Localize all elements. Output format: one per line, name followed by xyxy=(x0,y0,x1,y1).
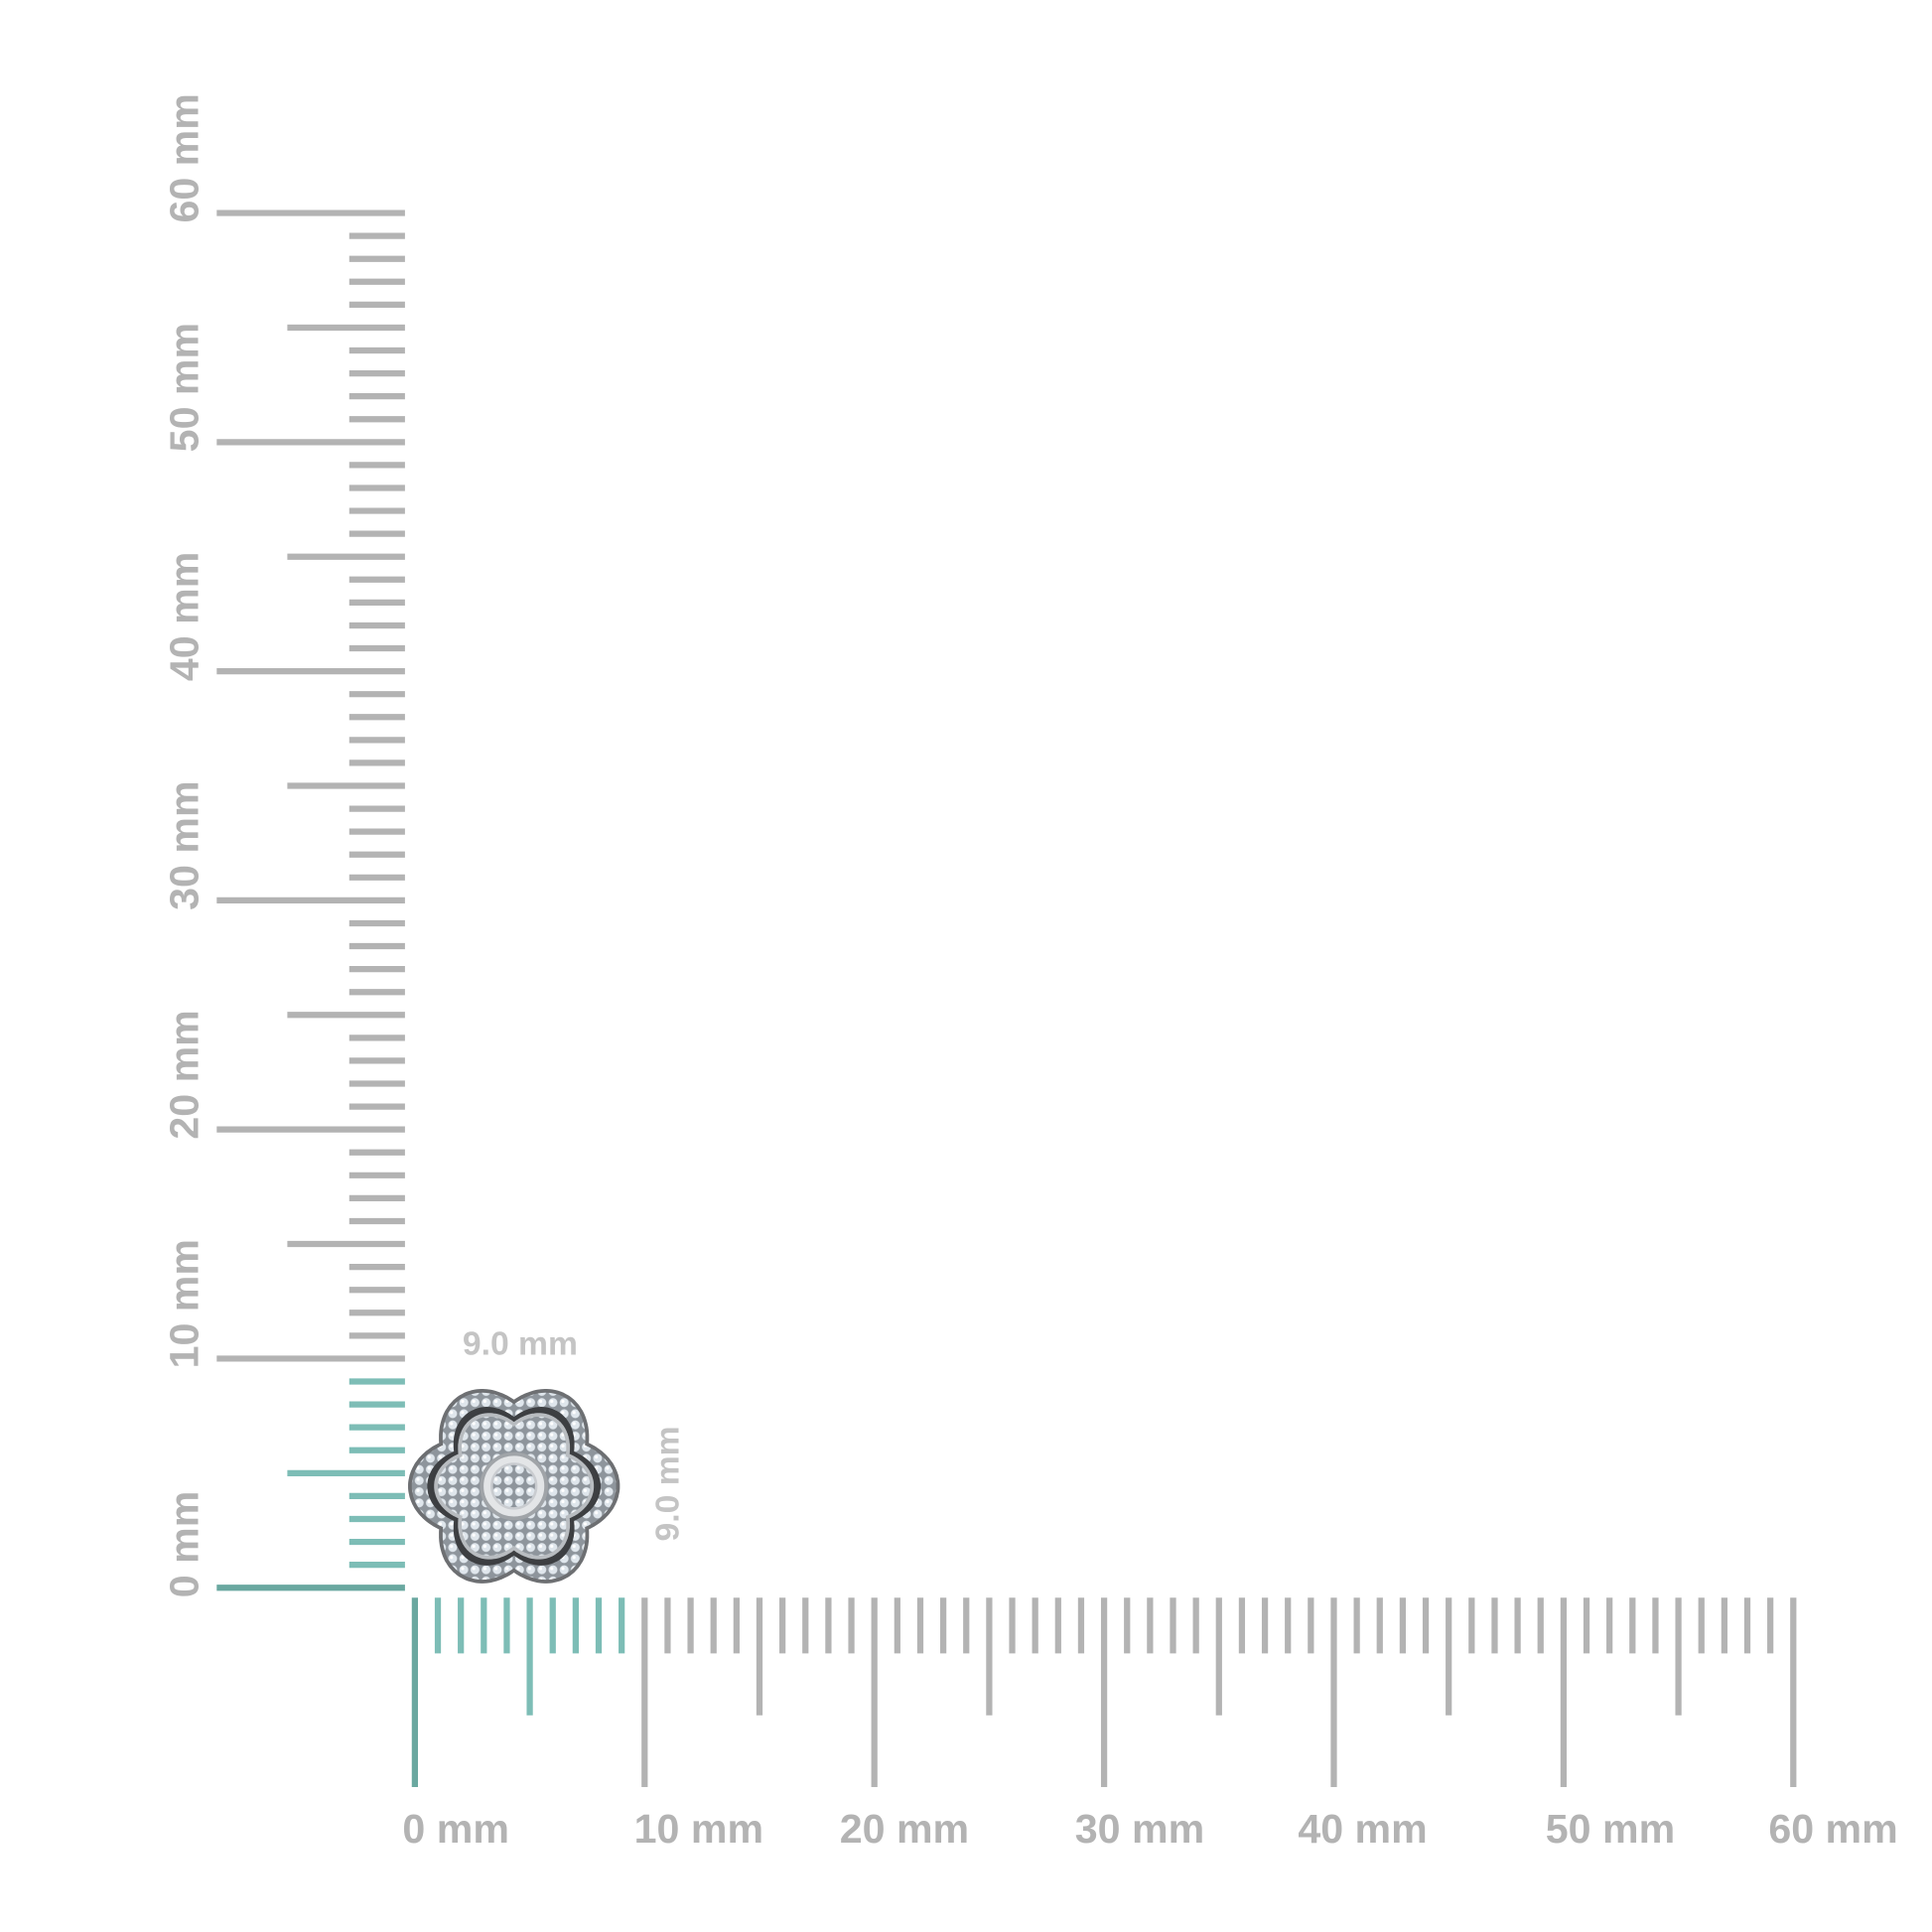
width-dimension-label: 9.0 mm xyxy=(463,1326,578,1363)
vertical-tick-label: 20 mm xyxy=(162,1010,207,1139)
horizontal-tick-label: 0 mm xyxy=(402,1806,509,1852)
horizontal-tick-label: 60 mm xyxy=(1768,1806,1897,1852)
vertical-tick-label: 30 mm xyxy=(162,780,207,909)
flower-earring-image xyxy=(408,1388,621,1584)
horizontal-tick-label: 30 mm xyxy=(1075,1806,1204,1852)
height-dimension-label: 9.0 mm xyxy=(650,1426,687,1541)
horizontal-tick-label: 10 mm xyxy=(634,1806,763,1852)
horizontal-tick-label: 20 mm xyxy=(840,1806,969,1852)
horizontal-tick-label: 40 mm xyxy=(1298,1806,1427,1852)
vertical-ruler xyxy=(216,209,405,1591)
horizontal-ruler xyxy=(411,1597,1797,1788)
horizontal-tick-label: 50 mm xyxy=(1546,1806,1675,1852)
vertical-tick-label: 50 mm xyxy=(162,323,207,452)
vertical-tick-label: 60 mm xyxy=(162,93,207,222)
vertical-tick-label: 10 mm xyxy=(162,1239,207,1368)
vertical-tick-label: 0 mm xyxy=(162,1491,207,1598)
vertical-tick-label: 40 mm xyxy=(162,552,207,681)
